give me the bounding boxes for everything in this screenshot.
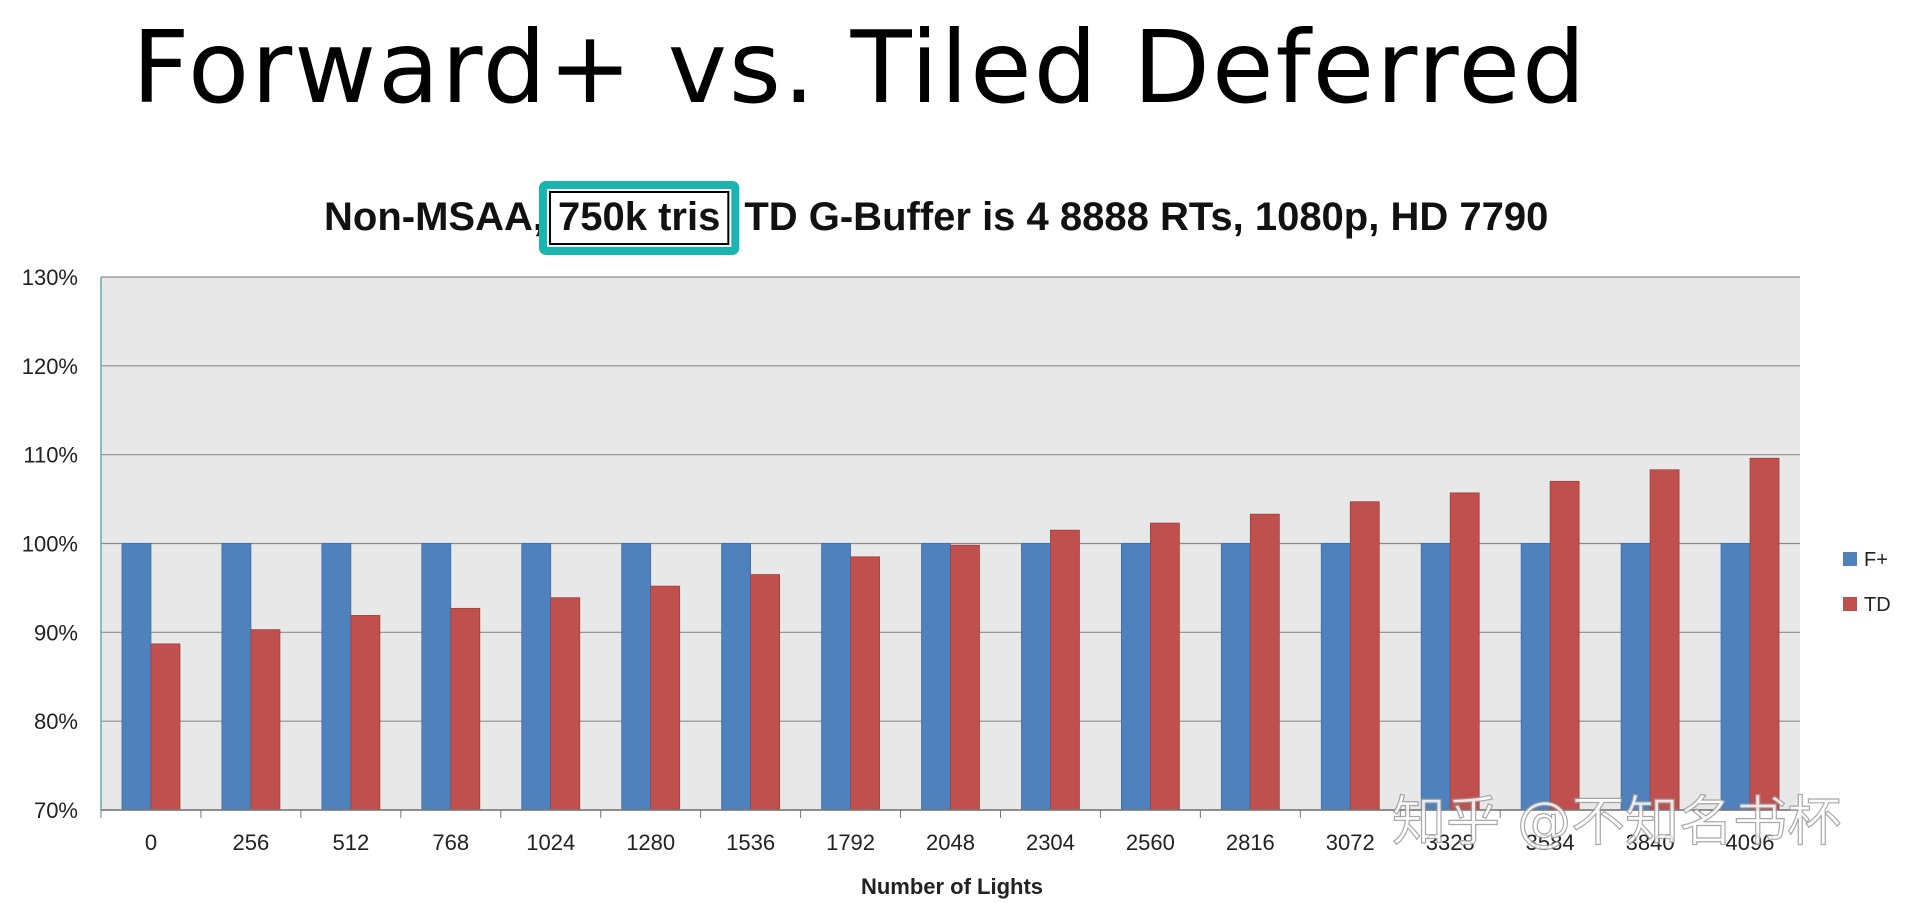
bar-td-3328 (1449, 492, 1480, 811)
y-tick-label: 100% (22, 532, 78, 557)
bar-td-256 (250, 629, 281, 811)
bar-f-3072 (1320, 543, 1351, 811)
legend: F+ TD (1843, 549, 1891, 616)
x-tick-label: 3584 (1526, 830, 1575, 855)
bar-td-2816 (1249, 513, 1280, 811)
x-tick-label: 3840 (1626, 830, 1675, 855)
bars (121, 457, 1780, 811)
bar-td-1536 (750, 574, 781, 811)
bar-f-1792 (821, 543, 851, 811)
bar-f-3584 (1520, 543, 1551, 811)
bar-td-2048 (950, 544, 980, 811)
x-axis-title: Number of Lights (861, 874, 1043, 899)
x-tick-label: 2304 (1026, 830, 1075, 855)
x-tick-label: 3072 (1326, 830, 1375, 855)
slide-title: Forward+ vs. Tiled Deferred (132, 9, 1588, 126)
x-tick-label: 1024 (526, 830, 575, 855)
bar-td-0 (150, 643, 181, 811)
bar-f-2560 (1120, 543, 1151, 811)
bar-td-2304 (1050, 529, 1080, 811)
y-tick-label: 120% (22, 354, 78, 379)
bar-td-3584 (1549, 480, 1580, 811)
x-axis-ticks: 0 256 512 768 1024 1280 1536 1792 2048 2304 2560 28… (100, 810, 1801, 855)
x-tick-label: 768 (432, 830, 469, 855)
y-tick-label: 130% (22, 265, 78, 290)
bar-f-2816 (1220, 543, 1251, 811)
chart-title: Non-MSAA, 750k tris TD G-Buffer is 4 8888 … (324, 195, 1548, 239)
bar-td-1792 (850, 556, 880, 811)
bar-f-1280 (621, 543, 652, 811)
chart-title-highlight: 750k tris (558, 195, 720, 239)
y-tick-label: 110% (23, 443, 78, 468)
x-tick-label: 1792 (826, 830, 875, 855)
bar-f-0 (121, 543, 152, 811)
x-tick-label: 256 (233, 830, 270, 855)
x-tick-label: 4096 (1726, 830, 1775, 855)
watermark: 知乎 @不知名书杯 (1392, 790, 1841, 853)
bar-f-768 (421, 543, 452, 811)
x-tick-label: 512 (332, 830, 369, 855)
x-tick-label: 1536 (726, 830, 775, 855)
legend-label: F+ (1864, 549, 1888, 571)
bar-f-3840 (1620, 543, 1651, 811)
bar-td-3840 (1649, 469, 1680, 811)
x-tick-label: 0 (145, 830, 157, 855)
bar-td-3072 (1349, 501, 1380, 811)
bar-f-3328 (1420, 543, 1451, 811)
x-tick-label: 2816 (1226, 830, 1275, 855)
x-tick-label: 1280 (626, 830, 675, 855)
highlight-box-inner (548, 191, 730, 245)
chart-title-after: TD G-Buffer is 4 8888 RTs, 1080p, HD 779… (744, 195, 1548, 239)
bar-f-256 (221, 543, 252, 811)
legend-swatch-td (1843, 597, 1857, 611)
bar-f-4096 (1720, 543, 1751, 811)
x-tick-label: 2560 (1126, 830, 1175, 855)
axes (100, 277, 1800, 811)
y-tick-label: 90% (34, 620, 78, 645)
bar-td-1280 (650, 585, 681, 811)
bar-td-1024 (550, 597, 581, 811)
bar-td-512 (350, 615, 381, 811)
chart-title-before: Non-MSAA, (324, 195, 544, 239)
x-tick-label: 3328 (1426, 830, 1475, 855)
x-tick-label: 2048 (926, 830, 975, 855)
legend-swatch-f (1843, 552, 1857, 566)
highlight-box (538, 181, 740, 255)
bar-td-2560 (1149, 522, 1180, 811)
bar-f-1536 (721, 543, 752, 811)
bar-f-2304 (1021, 543, 1051, 811)
y-tick-label: 70% (34, 798, 78, 823)
bar-f-1024 (521, 543, 552, 811)
bar-f-512 (321, 543, 352, 811)
bar-f-2048 (921, 543, 951, 811)
y-tick-label: 80% (34, 709, 78, 734)
y-axis-ticks: 70% 80% 90% 100% 110% 120% 130% (22, 265, 78, 823)
legend-label: TD (1864, 594, 1891, 616)
bar-td-768 (450, 607, 481, 811)
bar-td-4096 (1749, 457, 1780, 811)
